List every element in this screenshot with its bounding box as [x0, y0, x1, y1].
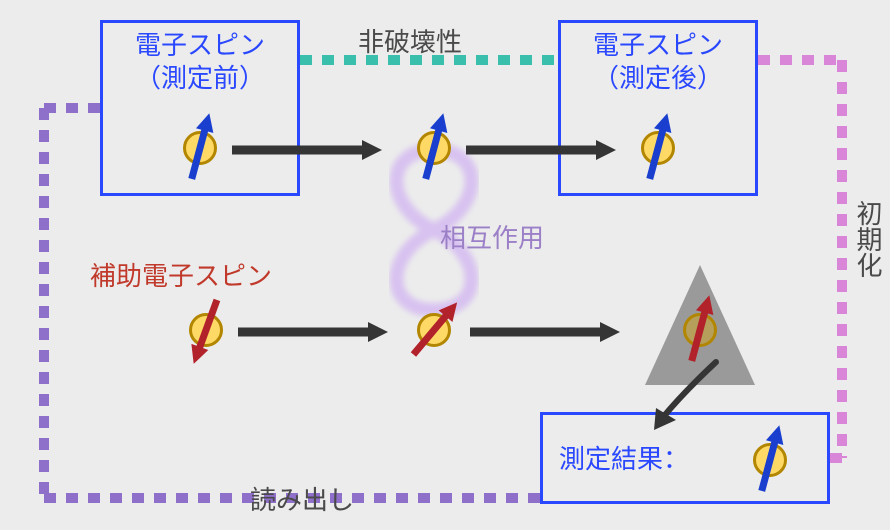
spin-anc_left — [186, 310, 226, 350]
flow-arrow-a2 — [466, 138, 620, 162]
box-after-label: 電子スピン （測定後） — [561, 23, 755, 94]
spin-mid_top — [414, 128, 454, 168]
label-ancilla-spin: 補助電子スピン — [90, 256, 272, 293]
spin-result — [750, 440, 790, 480]
flow-arrow-a1 — [232, 138, 386, 162]
flow-arrow-a4 — [470, 320, 624, 344]
box-before-label: 電子スピン （測定前） — [103, 23, 297, 94]
flow-arrow-a3 — [238, 320, 392, 344]
curve-arrow — [646, 356, 746, 446]
spin-anc_tri — [680, 310, 720, 350]
label-initialization: 初期化 — [850, 200, 887, 278]
label-interaction: 相互作用 — [440, 218, 544, 255]
spin-before — [180, 128, 220, 168]
spin-anc_mid — [414, 310, 454, 350]
label-nondestructive: 非破壊性 — [358, 22, 462, 59]
label-readout: 読み出し — [250, 480, 354, 517]
spin-after — [638, 128, 678, 168]
